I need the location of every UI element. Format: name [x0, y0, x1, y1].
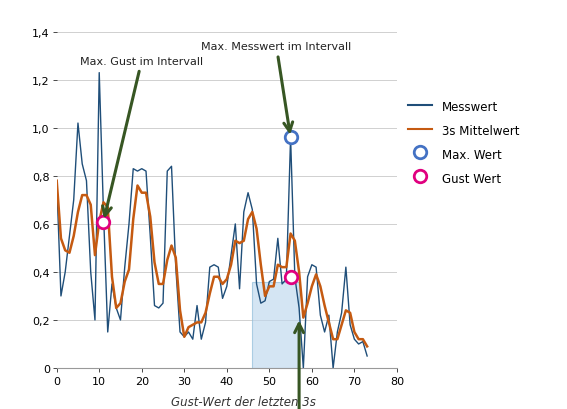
Bar [252, 282, 299, 368]
Text: Gust-Wert der letzten 3s: Gust-Wert der letzten 3s [171, 395, 316, 408]
Text: Max. Messwert im Intervall: Max. Messwert im Intervall [201, 42, 352, 132]
Text: Max. Gust im Intervall: Max. Gust im Intervall [80, 57, 203, 216]
Legend: Messwert, 3s Mittelwert, Max. Wert, Gust Wert: Messwert, 3s Mittelwert, Max. Wert, Gust… [408, 100, 519, 186]
